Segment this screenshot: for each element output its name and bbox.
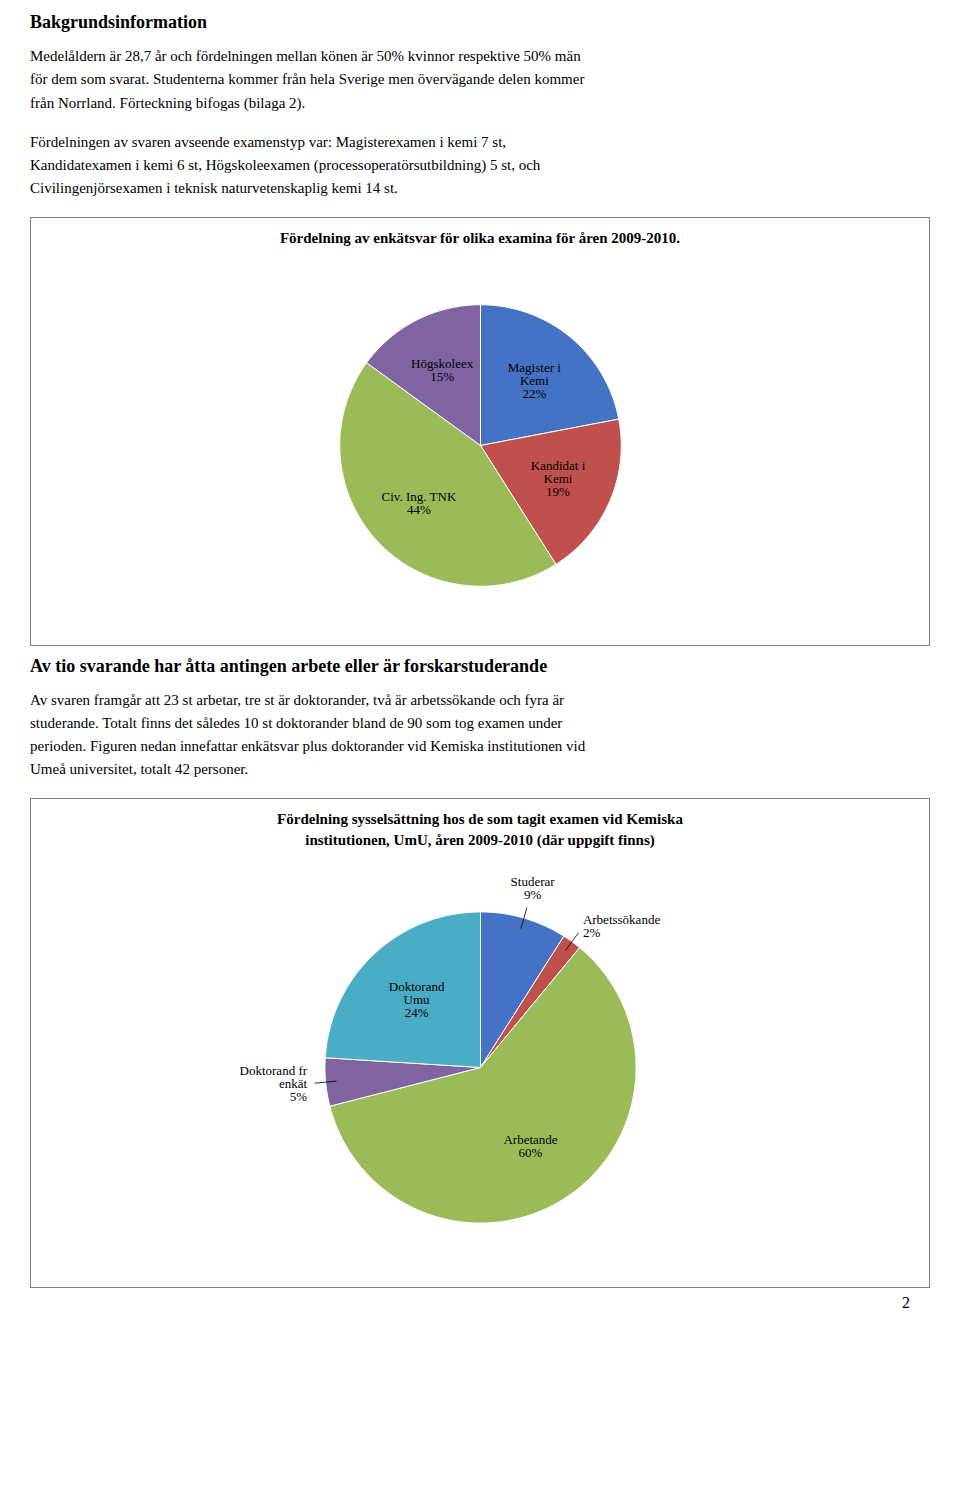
html-text:Medelåldern är 28,7 år och för: Medelåldern är 28,7 år och fördelningen … — [30, 48, 585, 111]
svg-text:DoktorandUmu24%: DoktorandUmu24% — [389, 978, 445, 1019]
svg-text:Högskoleex15%: Högskoleex15% — [411, 355, 474, 383]
svg-text:Studerar9%: Studerar9% — [511, 873, 556, 901]
html-text:Fördelning sysselsättning hos: Fördelning sysselsättning hos de som tag… — [277, 810, 683, 848]
svg-text:Arbetande60%: Arbetande60% — [503, 1131, 557, 1159]
svg-text:Civ. Ing. TNK44%: Civ. Ing. TNK44% — [382, 488, 457, 516]
html-text:Fördelningen av svaren avseend: Fördelningen av svaren avseende examenst… — [30, 133, 541, 197]
svg-text:Arbetssökande2%: Arbetssökande2% — [583, 912, 660, 940]
html-text:Av svaren framgår att 23 st ar: Av svaren framgår att 23 st arbetar, tre… — [30, 691, 586, 778]
svg-text:Kandidat iKemi19%: Kandidat iKemi19% — [531, 458, 586, 499]
html-text:Av tio svarande har åtta antin: Av tio svarande har åtta antingen arbete… — [30, 655, 548, 676]
svg-text:Magister iKemi22%: Magister iKemi22% — [508, 359, 561, 400]
html-text:Bakgrundsinformation: Bakgrundsinformation — [30, 12, 207, 32]
html-text:Fördelning av enkätsvar för ol: Fördelning av enkätsvar för olika examin… — [279, 229, 681, 246]
svg-text:Doktorand frenkät5%: Doktorand frenkät5% — [240, 1063, 308, 1104]
html-text:2: 2 — [902, 1293, 910, 1311]
